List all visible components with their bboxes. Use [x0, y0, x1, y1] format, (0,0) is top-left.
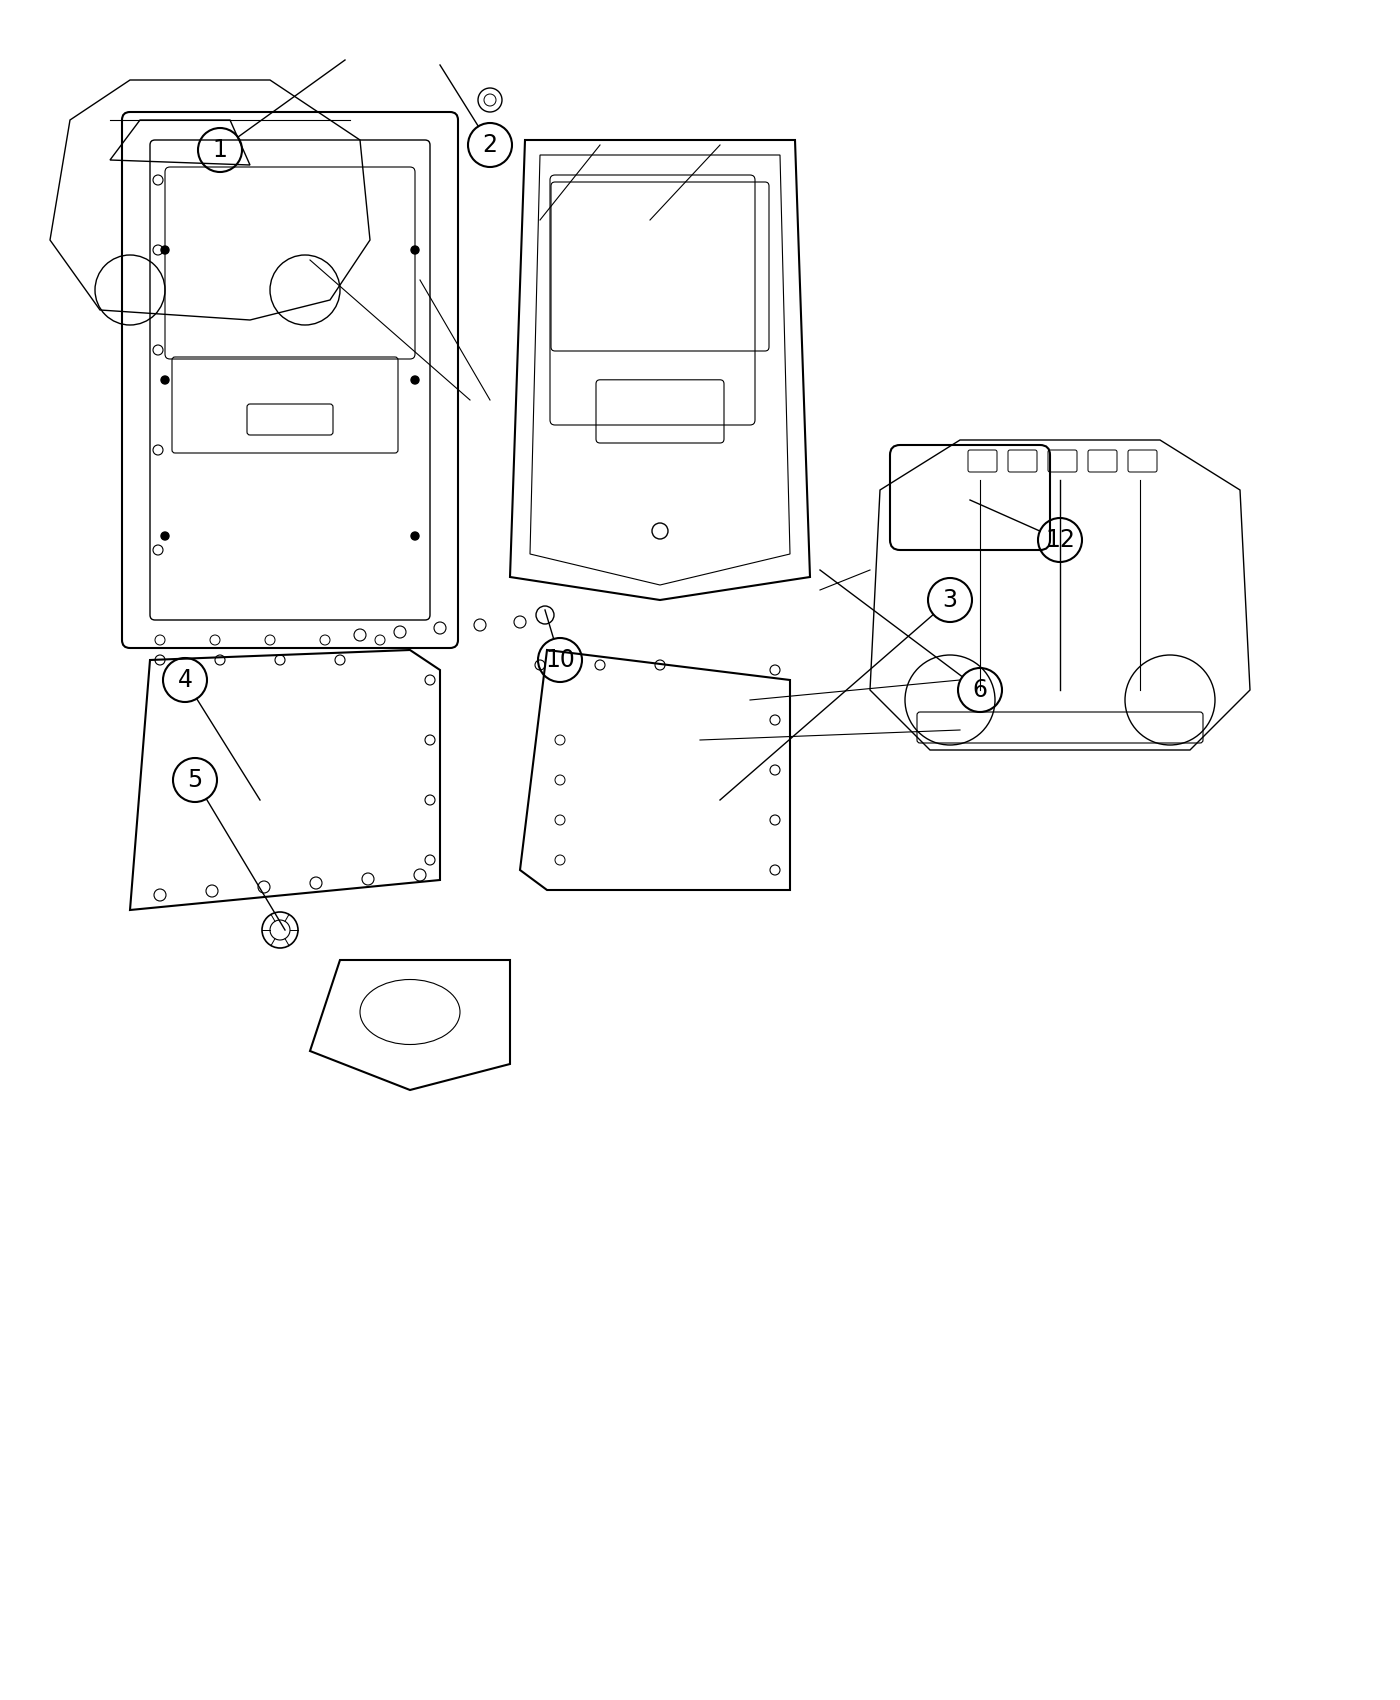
- Text: 5: 5: [188, 768, 203, 792]
- Circle shape: [412, 246, 419, 253]
- Text: 1: 1: [213, 138, 227, 162]
- Circle shape: [412, 376, 419, 384]
- Text: 6: 6: [973, 678, 987, 702]
- Circle shape: [161, 532, 169, 541]
- Circle shape: [161, 246, 169, 253]
- Circle shape: [161, 376, 169, 384]
- Text: 3: 3: [942, 588, 958, 612]
- Text: 4: 4: [178, 668, 193, 692]
- Text: 10: 10: [545, 648, 575, 672]
- Text: 2: 2: [483, 133, 497, 156]
- Circle shape: [412, 532, 419, 541]
- Text: 12: 12: [1044, 529, 1075, 553]
